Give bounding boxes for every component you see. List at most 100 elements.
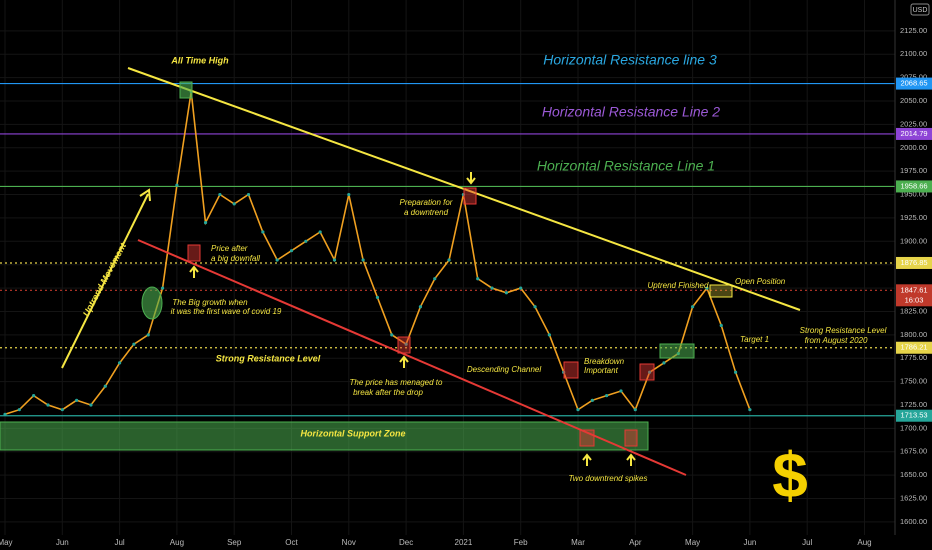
price-point xyxy=(275,258,279,262)
x-tick-label: Sep xyxy=(227,538,242,547)
markers xyxy=(179,81,733,447)
annotation: a big downfall xyxy=(211,254,260,263)
annotation: Horizontal Resistance line 3 xyxy=(543,52,717,68)
price-point xyxy=(648,370,652,374)
x-tick-label: Jul xyxy=(114,538,124,547)
y-tick-label: 1675.00 xyxy=(900,447,927,456)
ath-box xyxy=(179,81,193,99)
price-point xyxy=(175,183,179,187)
price-point xyxy=(318,230,322,234)
price-tag-label: 1847.61 xyxy=(900,285,927,294)
price-axis xyxy=(895,0,932,550)
price-tag xyxy=(896,409,932,422)
price-point xyxy=(633,408,637,412)
y-tick-label: 1700.00 xyxy=(900,423,927,432)
price-point xyxy=(662,361,666,365)
arrow xyxy=(626,453,636,466)
price-tag-label: 1958.66 xyxy=(900,181,927,190)
annotation: Breakdown xyxy=(584,357,625,366)
price-point xyxy=(203,221,208,225)
x-tick-label: May xyxy=(685,538,700,547)
annotation: Uptrend Movement xyxy=(81,240,129,318)
price xyxy=(3,90,752,416)
x-tick-label: 2021 xyxy=(455,538,473,547)
price-point xyxy=(733,370,738,374)
y-tick-label: 1625.00 xyxy=(900,494,927,503)
price-point xyxy=(160,286,165,290)
price-point xyxy=(390,333,394,337)
x-tick-label: Nov xyxy=(342,538,356,547)
marker-box xyxy=(563,361,579,379)
price-point xyxy=(504,291,508,295)
axis: 1600.00 1625.00 1650.00 1675.00 1700.00 1725.… xyxy=(0,26,932,547)
price-tag-label: 1876.85 xyxy=(900,258,927,267)
y-tick-label: 2050.00 xyxy=(900,96,927,105)
price-tag-label: 1786.21 xyxy=(900,343,927,352)
x-tick-label: Jun xyxy=(743,538,756,547)
price-tag-label: 1713.53 xyxy=(900,411,927,420)
annotations: All Time High Horizontal Resistance line… xyxy=(81,52,887,511)
y-tick-label: 2025.00 xyxy=(900,119,927,128)
price-point xyxy=(719,323,723,328)
price-point xyxy=(605,394,609,398)
price-tag xyxy=(896,256,932,269)
y-tick-label: 1975.00 xyxy=(900,166,927,175)
price-point xyxy=(519,286,523,290)
price-point xyxy=(375,295,380,300)
marker-box xyxy=(187,244,201,262)
y-tick-label: 1800.00 xyxy=(900,330,927,339)
price-tag xyxy=(896,127,932,140)
annotation: The price has menaged to xyxy=(350,378,443,387)
pointer-arrows xyxy=(189,172,636,466)
arrow xyxy=(582,453,592,466)
price-point xyxy=(60,408,64,412)
marker-box xyxy=(639,363,655,381)
price-point xyxy=(404,342,408,346)
price-point xyxy=(3,412,7,416)
price-point xyxy=(32,394,36,398)
x-tick-label: Aug xyxy=(170,538,184,547)
annotation: Descending Channel xyxy=(467,365,541,374)
price-point xyxy=(103,384,107,388)
price-point xyxy=(232,202,236,206)
price-point xyxy=(547,333,551,337)
price-point xyxy=(89,403,93,407)
price-point xyxy=(46,403,50,407)
y-tick-label: 1650.00 xyxy=(900,470,927,479)
y-tick-label: 1900.00 xyxy=(900,236,927,245)
annotation: Two downtrend spikes xyxy=(569,474,648,483)
annotation: Horizontal Support Zone xyxy=(301,428,406,438)
annotation: Price after xyxy=(211,244,248,253)
price-tag xyxy=(896,180,932,193)
price-point xyxy=(261,230,265,234)
y-tick-label: 2125.00 xyxy=(900,26,927,35)
annotation: Strong Resistance Level xyxy=(216,353,321,363)
annotation: Strong Resistance Level xyxy=(800,326,887,335)
x-tick-label: Jul xyxy=(802,538,812,547)
y-tick-label: 1925.00 xyxy=(900,213,927,222)
price-tag xyxy=(896,341,932,354)
y-tick-label: 1775.00 xyxy=(900,353,927,362)
annotation: break after the drop xyxy=(353,388,423,397)
price-point xyxy=(347,192,351,197)
y-tick-label: 2000.00 xyxy=(900,143,927,152)
uptrend-arrow xyxy=(61,193,149,369)
x-tick-label: Apr xyxy=(629,538,642,547)
marker-box xyxy=(397,336,411,354)
price-point xyxy=(304,239,308,243)
x-tick-label: May xyxy=(0,538,13,547)
y-tick-label: 1725.00 xyxy=(900,400,927,409)
annotation: $ xyxy=(772,439,808,511)
annotation: it was the first wave of covid 19 xyxy=(171,307,282,316)
annotation: Open Position xyxy=(735,277,786,286)
y-tick-label: 2075.00 xyxy=(900,73,927,82)
countdown: 16:03 xyxy=(905,295,924,304)
y-tick-label: 1600.00 xyxy=(900,517,927,526)
x-tick-label: Feb xyxy=(514,538,528,547)
price-point xyxy=(332,258,337,262)
annotation: The Big growth when xyxy=(172,298,248,307)
support-zone xyxy=(0,421,649,451)
marker-box xyxy=(709,284,733,298)
price-point xyxy=(146,333,150,337)
price-point xyxy=(418,305,423,309)
